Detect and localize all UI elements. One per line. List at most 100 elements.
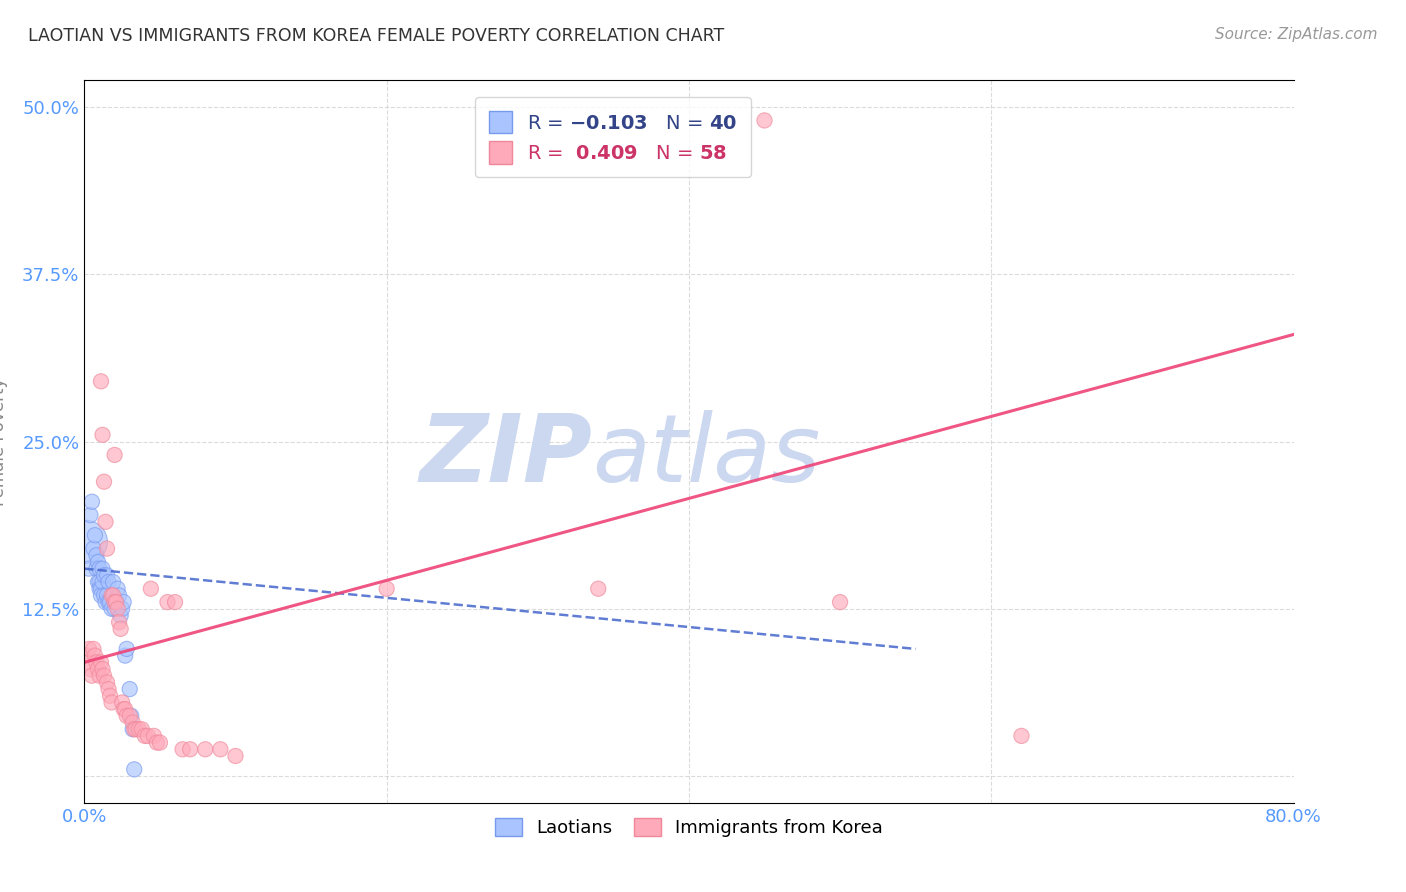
Point [134,729,156,743]
Point [101,589,124,603]
Point [100,696,122,710]
Point [156,595,179,609]
Point [91,562,114,576]
Point [75,535,97,549]
Point [90,655,112,669]
Point [91,662,114,676]
Point [136,729,159,743]
Point [146,735,169,749]
Point [77,562,100,576]
Point [86,548,108,563]
Point [97,681,120,696]
Point [194,742,217,756]
Point [125,723,148,737]
Point [225,749,247,764]
Text: atlas: atlas [592,410,821,501]
Point [90,589,112,603]
Point [104,595,127,609]
Point [96,568,118,582]
Point [84,528,107,542]
Point [104,602,127,616]
Point [96,675,118,690]
Point [93,475,115,489]
Point [111,602,134,616]
Point [1011,729,1033,743]
Point [86,655,108,669]
Point [105,595,128,609]
Point [149,735,172,749]
Point [122,723,145,737]
Point [830,595,852,609]
Point [142,729,165,743]
Point [89,562,111,576]
Point [588,582,610,596]
Point [179,742,201,756]
Point [128,723,150,737]
Point [118,708,141,723]
Point [115,708,138,723]
Point [86,562,108,576]
Point [110,608,132,623]
Point [100,602,122,616]
Point [84,648,107,663]
Point [107,602,129,616]
Point [93,568,115,582]
Point [89,582,111,596]
Point [80,494,103,508]
Point [97,595,120,609]
Point [93,669,115,683]
Point [108,589,131,603]
Point [101,575,124,590]
Point [115,642,138,657]
Point [121,715,143,730]
Point [97,575,120,590]
Point [114,648,136,663]
Point [107,582,129,596]
Point [114,702,136,716]
Point [110,622,132,636]
Point [94,595,117,609]
Point [108,615,131,630]
Text: Source: ZipAtlas.com: Source: ZipAtlas.com [1215,27,1378,42]
Point [209,742,232,756]
Text: LAOTIAN VS IMMIGRANTS FROM KOREA FEMALE POVERTY CORRELATION CHART: LAOTIAN VS IMMIGRANTS FROM KOREA FEMALE … [28,27,724,45]
Point [754,113,776,128]
Point [91,575,114,590]
Point [90,582,112,596]
Point [94,515,117,529]
Point [120,708,142,723]
Point [104,448,127,462]
Y-axis label: Female Poverty: Female Poverty [0,377,8,506]
Point [96,589,118,603]
Point [111,696,134,710]
Point [75,648,97,663]
Point [79,662,101,676]
Point [98,689,121,703]
Point [122,762,145,776]
Point [139,582,162,596]
Point [165,595,187,609]
Point [121,723,143,737]
Point [96,541,118,556]
Point [112,595,135,609]
Point [131,723,153,737]
Point [91,428,114,442]
Point [89,669,111,683]
Point [77,642,100,657]
Text: ZIP: ZIP [419,410,592,502]
Point [93,589,115,603]
Point [76,655,98,669]
Point [87,575,110,590]
Legend: Laotians, Immigrants from Korea: Laotians, Immigrants from Korea [488,811,890,845]
Point [90,375,112,389]
Point [87,555,110,569]
Point [82,541,104,556]
Point [82,642,104,657]
Point [375,582,398,596]
Point [112,702,135,716]
Point [118,681,141,696]
Point [172,742,194,756]
Point [79,508,101,523]
Point [105,595,128,609]
Point [89,575,111,590]
